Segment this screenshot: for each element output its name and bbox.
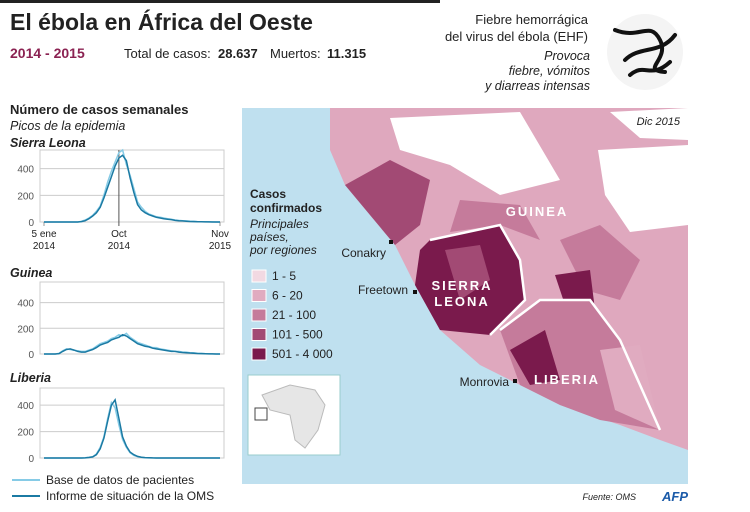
y-tick-label: 0	[28, 218, 34, 229]
legend-swatch	[251, 347, 267, 361]
deaths-label: Muertos:	[270, 46, 321, 61]
y-tick-label: 0	[28, 350, 34, 361]
virus-name: Fiebre hemorrágica del virus del ébola (E…	[445, 12, 589, 44]
chart-title: Sierra Leona	[10, 136, 86, 150]
y-tick-label: 400	[17, 401, 34, 412]
y-tick-label: 200	[17, 191, 34, 202]
top-bar	[0, 0, 440, 3]
legend-label: Informe de situación de la OMS	[46, 489, 214, 503]
legend-title: Casos confirmados	[250, 187, 322, 215]
legend-subtitle: Principales países, por regiones	[249, 217, 317, 257]
y-tick-label: 200	[17, 324, 34, 335]
country-label: SIERRA LEONA	[431, 278, 492, 309]
country-label: GUINEA	[506, 204, 569, 219]
legend-label: 21 - 100	[272, 308, 316, 322]
legend-label: 1 - 5	[272, 269, 296, 283]
series-line	[44, 398, 220, 459]
map	[242, 108, 688, 484]
x-tick-label: Oct 2014	[108, 229, 131, 252]
x-tick-label: 5 ene 2014	[31, 229, 56, 252]
city-label: Conakry	[341, 246, 386, 260]
y-tick-label: 400	[17, 299, 34, 310]
weekly-title: Número de casos semanales	[10, 102, 188, 117]
legend-swatch	[251, 269, 267, 283]
y-tick-label: 400	[17, 165, 34, 176]
series-line	[44, 400, 220, 459]
cases-label: Total de casos:	[124, 46, 211, 61]
weekly-subtitle: Picos de la epidemia	[10, 119, 125, 133]
y-tick-label: 0	[28, 454, 34, 465]
chart-title: Liberia	[10, 371, 51, 385]
legend-swatch	[251, 289, 267, 302]
map-date: Dic 2015	[637, 116, 681, 128]
virus-icon	[607, 14, 683, 90]
deaths: 11.315	[327, 46, 366, 61]
country-label: LIBERIA	[534, 372, 600, 387]
series-line	[44, 333, 220, 355]
virus-symptoms: Provoca fiebre, vómitos y diarreas intensa…	[484, 49, 590, 93]
legend-label: 501 - 4 000	[272, 347, 333, 361]
legend-swatch	[251, 308, 267, 322]
legend-label: 6 - 20	[272, 289, 303, 303]
x-tick-label: Nov 2015	[209, 229, 232, 252]
source: Fuente: OMS	[582, 492, 636, 502]
legend-swatch	[251, 328, 267, 341]
city-label: Freetown	[358, 283, 408, 297]
legend-label: Base de datos de pacientes	[46, 473, 194, 487]
plot-frame	[39, 281, 225, 355]
chart-title: Guinea	[10, 266, 52, 280]
legend-label: 101 - 500	[272, 328, 323, 342]
series-line	[44, 332, 220, 355]
agency: AFP	[661, 489, 688, 504]
city-label: Monrovia	[460, 375, 510, 389]
plot-frame	[39, 387, 225, 459]
series-line	[44, 154, 220, 223]
y-tick-label: 200	[17, 428, 34, 439]
cases: 28.637	[218, 46, 258, 61]
years: 2014 - 2015	[10, 45, 85, 61]
title: El ébola en África del Oeste	[10, 8, 313, 35]
